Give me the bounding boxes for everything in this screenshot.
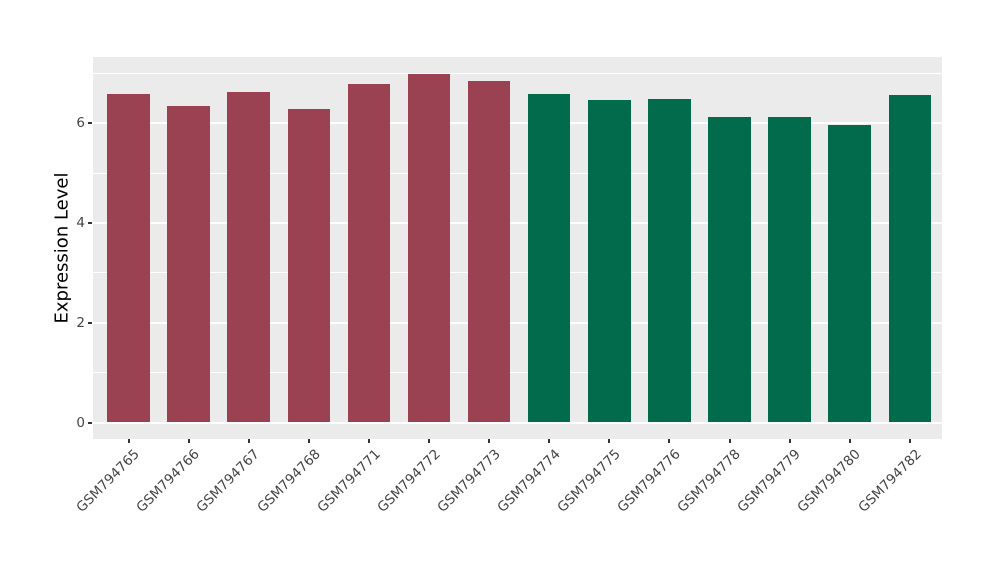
bar xyxy=(648,99,691,423)
y-tick-label: 2 xyxy=(76,314,85,331)
x-tick-mark xyxy=(127,439,130,443)
major-gridline xyxy=(93,122,942,125)
x-tick-mark xyxy=(668,439,671,443)
major-gridline xyxy=(93,321,942,324)
x-tick-label: GSM794768 xyxy=(253,446,324,516)
y-tick-label: 6 xyxy=(76,115,85,132)
major-gridline xyxy=(93,421,942,424)
x-tick-label: GSM794772 xyxy=(374,446,444,516)
x-tick-label: GSM794782 xyxy=(854,446,925,516)
bar xyxy=(407,74,451,423)
x-tick-label: GSM794766 xyxy=(133,446,204,516)
y-tick-mark xyxy=(88,122,92,125)
y-tick-label: 0 xyxy=(76,414,85,431)
x-tick-mark xyxy=(788,439,791,443)
x-tick-mark xyxy=(848,439,851,443)
x-tick-mark xyxy=(187,439,190,443)
x-tick-mark xyxy=(367,439,370,443)
x-tick-label: GSM794773 xyxy=(434,446,504,516)
x-tick-label: GSM794767 xyxy=(193,446,264,516)
bar xyxy=(107,94,150,423)
x-tick-label: GSM794776 xyxy=(614,446,685,516)
y-axis-title: Expression Level xyxy=(51,172,73,324)
x-tick-mark xyxy=(908,439,911,443)
x-tick-label: GSM794775 xyxy=(554,446,624,516)
x-tick-label: GSM794774 xyxy=(494,446,564,516)
x-tick-label: GSM794771 xyxy=(314,446,384,516)
x-tick-label: GSM794765 xyxy=(73,446,144,516)
bar xyxy=(227,91,270,423)
bar xyxy=(467,80,511,423)
x-tick-mark xyxy=(488,439,491,443)
bar xyxy=(588,100,631,423)
x-tick-mark xyxy=(608,439,611,443)
bar xyxy=(768,117,811,423)
bar xyxy=(347,83,391,423)
x-tick-label: GSM794779 xyxy=(734,446,805,516)
bar xyxy=(287,109,331,423)
y-tick-label: 4 xyxy=(76,214,85,231)
x-tick-mark xyxy=(428,439,430,443)
bar xyxy=(708,117,751,423)
major-gridline xyxy=(93,221,942,224)
bar xyxy=(527,94,571,423)
x-tick-label: GSM794778 xyxy=(674,446,745,516)
plot-panel xyxy=(93,57,942,439)
bar xyxy=(167,106,210,423)
minor-gridline xyxy=(93,72,942,74)
y-tick-mark xyxy=(88,421,92,424)
y-tick-mark xyxy=(88,321,92,324)
x-tick-label: GSM794780 xyxy=(794,446,865,516)
y-tick-mark xyxy=(88,221,92,224)
x-tick-mark xyxy=(307,439,310,443)
minor-gridline xyxy=(93,372,942,374)
minor-gridline xyxy=(93,272,942,274)
bar xyxy=(828,124,871,423)
x-tick-mark xyxy=(247,439,250,443)
x-tick-mark xyxy=(548,439,551,443)
x-tick-mark xyxy=(728,439,731,443)
minor-gridline xyxy=(93,172,942,174)
bar xyxy=(888,95,932,423)
